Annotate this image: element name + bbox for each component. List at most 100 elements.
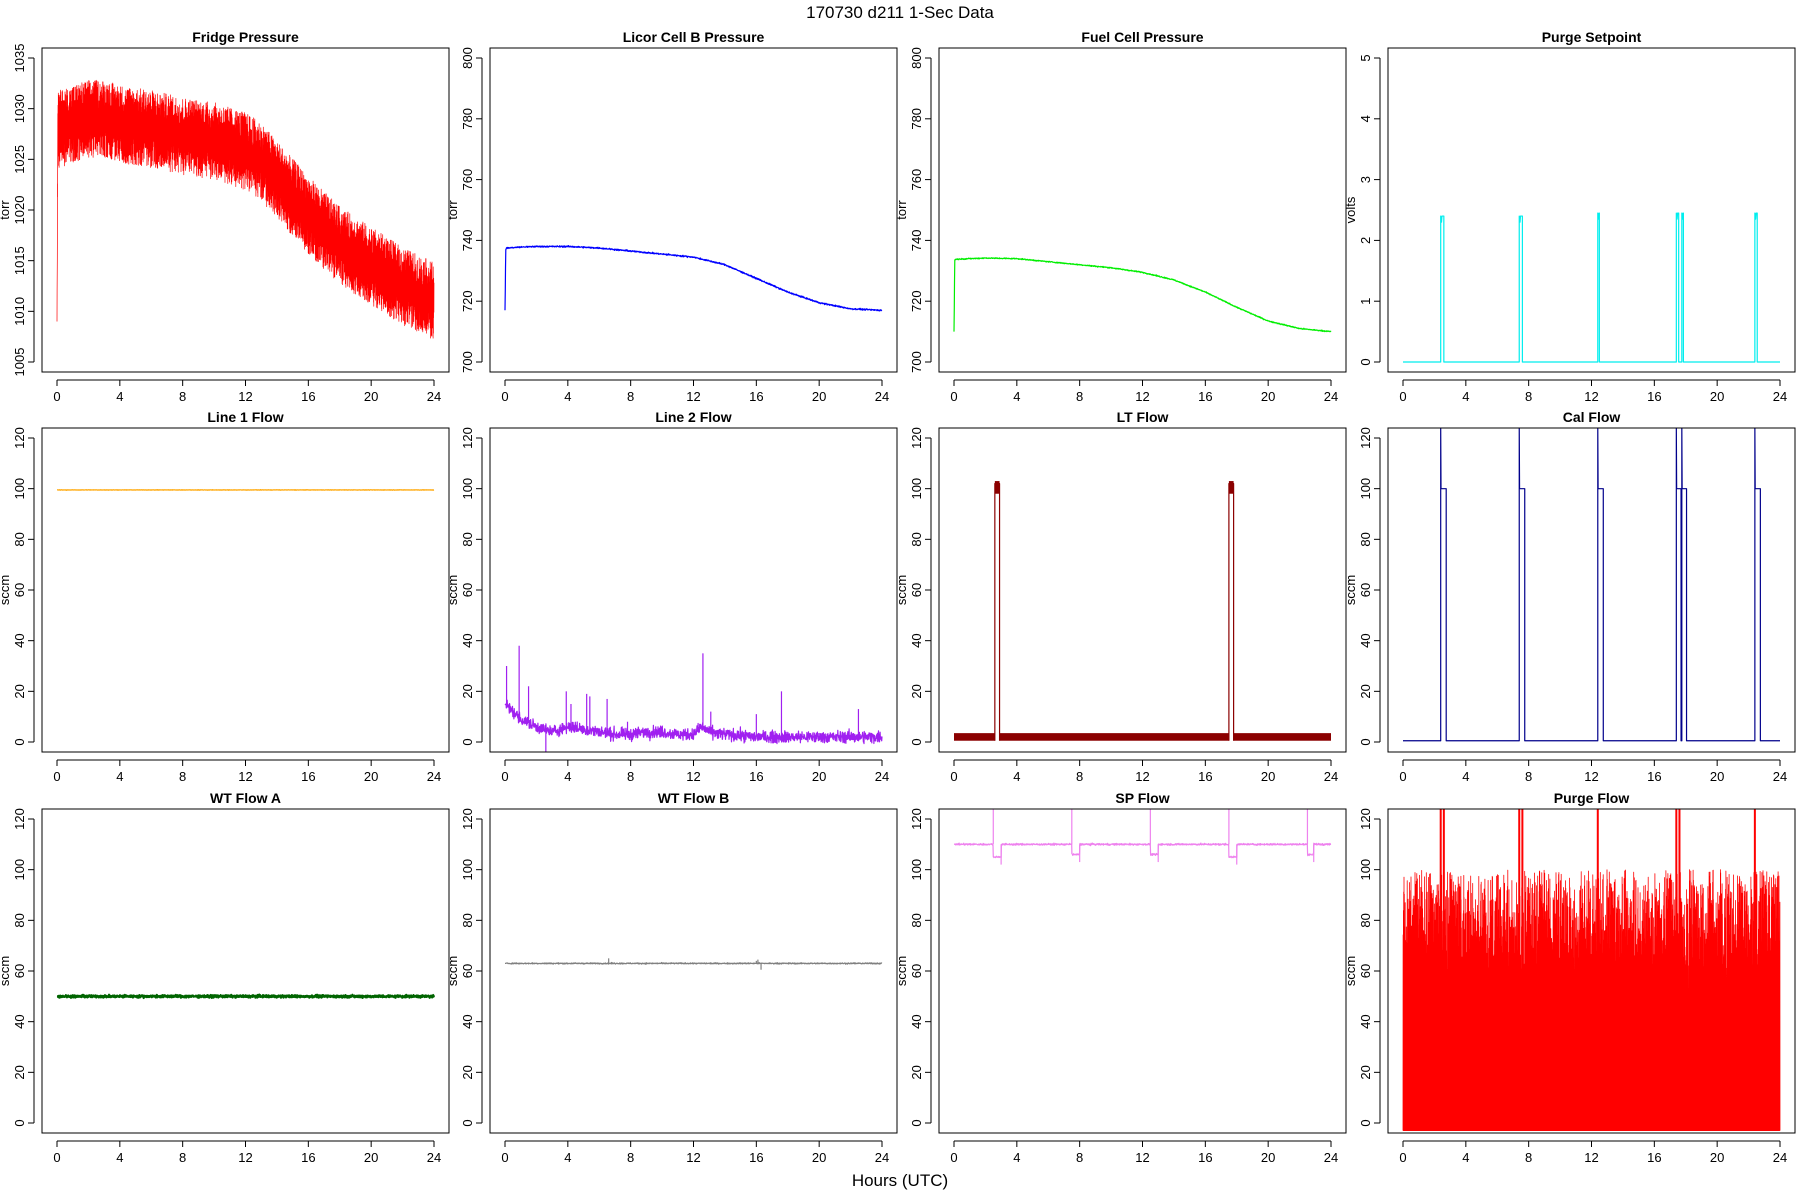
y-tick-label: 0 <box>1358 1119 1373 1126</box>
y-tick-label: 120 <box>460 427 475 449</box>
y-tick-label: 20 <box>12 1065 27 1079</box>
y-axis-label: torr <box>894 200 909 220</box>
pulse-cap <box>1228 481 1234 494</box>
plot-frame <box>1387 808 1796 1134</box>
panel-title: Licor Cell B Pressure <box>623 29 765 45</box>
series-sp-flow <box>953 809 1332 865</box>
y-tick-label: 800 <box>460 47 475 69</box>
x-tick-label: 4 <box>1462 769 1469 784</box>
x-tick-label: 24 <box>427 1150 441 1165</box>
x-tick-label: 0 <box>53 769 60 784</box>
series-wt-flow-b <box>504 958 883 970</box>
y-tick-label: 100 <box>12 859 27 881</box>
x-tick-label: 0 <box>53 1150 60 1165</box>
panel-title: Line 1 Flow <box>207 409 283 425</box>
x-tick-label: 20 <box>1261 389 1275 404</box>
x-tick-label: 16 <box>301 769 315 784</box>
y-tick-label: 80 <box>1358 532 1373 546</box>
panel-title: SP Flow <box>1115 790 1169 806</box>
y-axis-label: sccm <box>894 575 909 605</box>
x-tick-label: 20 <box>812 769 826 784</box>
plot-frame <box>41 47 450 373</box>
y-tick-label: 1025 <box>12 145 27 174</box>
y-tick-label: 760 <box>460 169 475 191</box>
x-tick-label: 24 <box>1773 769 1787 784</box>
panel-7: LT Flow sccm 0 4 8 12 16 20 24 0 20 40 60 80 100 120 <box>894 409 1347 784</box>
panel-title: WT Flow A <box>210 790 281 806</box>
y-axis-label: sccm <box>0 956 12 986</box>
series-wt-flow-a <box>56 993 436 1000</box>
x-tick-label: 24 <box>1324 389 1338 404</box>
series-fuel-cell-pressure <box>953 257 1332 333</box>
y-tick-label: 2 <box>1358 237 1373 244</box>
x-tick-label: 0 <box>53 389 60 404</box>
series-licor-cell-b-pressure <box>504 245 883 312</box>
panel-3: Fuel Cell Pressure torr 0 4 8 12 16 20 24 700 720 7… <box>894 29 1347 404</box>
y-tick-label: 60 <box>460 583 475 597</box>
y-tick-label: 100 <box>1358 859 1373 881</box>
y-tick-label: 5 <box>1358 54 1373 61</box>
y-tick-label: 120 <box>909 427 924 449</box>
x-tick-label: 0 <box>501 769 508 784</box>
y-axis-label: sccm <box>0 575 12 605</box>
flow-pulse <box>994 483 1001 741</box>
y-axis-label: sccm <box>894 956 909 986</box>
y-tick-label: 0 <box>1358 738 1373 745</box>
y-tick-label: 3 <box>1358 176 1373 183</box>
x-tick-label: 8 <box>1525 389 1532 404</box>
series-purge-setpoint <box>1403 212 1780 363</box>
x-tick-label: 20 <box>364 769 378 784</box>
y-tick-label: 1035 <box>12 44 27 73</box>
y-tick-label: 40 <box>1358 633 1373 647</box>
x-tick-label: 8 <box>1076 1150 1083 1165</box>
y-tick-label: 80 <box>1358 913 1373 927</box>
x-tick-label: 16 <box>1647 1150 1661 1165</box>
y-tick-label: 20 <box>909 684 924 698</box>
x-tick-label: 12 <box>686 1150 700 1165</box>
panel-2: Licor Cell B Pressure torr 0 4 8 12 16 20 24 700 7… <box>445 29 898 404</box>
series-line <box>1403 428 1780 742</box>
series-cal-flow <box>1403 428 1780 742</box>
x-tick-label: 4 <box>1013 769 1020 784</box>
panel-title: LT Flow <box>1117 409 1169 425</box>
x-tick-label: 20 <box>812 1150 826 1165</box>
y-tick-label: 40 <box>1358 1014 1373 1028</box>
y-tick-label: 0 <box>909 738 924 745</box>
baseline-band <box>1233 733 1331 741</box>
pulse-cap <box>994 481 1000 494</box>
plot-frame <box>938 47 1347 373</box>
x-tick-label: 24 <box>427 389 441 404</box>
panel-title: Purge Flow <box>1554 790 1630 806</box>
series-line <box>504 699 883 745</box>
x-tick-label: 12 <box>1584 389 1598 404</box>
x-tick-label: 4 <box>116 389 123 404</box>
y-tick-label: 20 <box>460 1065 475 1079</box>
x-tick-label: 8 <box>1076 769 1083 784</box>
y-tick-label: 740 <box>460 230 475 252</box>
panel-12: Purge Flow sccm 0 4 8 12 16 20 24 0 20 40 60 80 100 120 <box>1343 790 1796 1165</box>
x-tick-label: 12 <box>1135 389 1149 404</box>
y-tick-label: 20 <box>1358 684 1373 698</box>
panel-title: Fridge Pressure <box>192 29 299 45</box>
plot-frame <box>489 427 898 753</box>
x-tick-label: 16 <box>1198 1150 1212 1165</box>
x-tick-label: 4 <box>564 1150 571 1165</box>
y-tick-label: 800 <box>909 47 924 69</box>
y-tick-label: 40 <box>909 1014 924 1028</box>
x-tick-label: 4 <box>1013 389 1020 404</box>
y-tick-label: 20 <box>460 684 475 698</box>
x-tick-label: 16 <box>1647 389 1661 404</box>
series-fridge-pressure <box>56 79 435 339</box>
x-tick-label: 12 <box>1135 1150 1149 1165</box>
x-tick-label: 20 <box>364 389 378 404</box>
y-tick-label: 40 <box>460 1014 475 1028</box>
y-tick-label: 0 <box>909 1119 924 1126</box>
panel-title: WT Flow B <box>658 790 730 806</box>
y-tick-label: 720 <box>909 290 924 312</box>
x-tick-label: 8 <box>627 389 634 404</box>
x-tick-label: 0 <box>950 1150 957 1165</box>
y-axis-label: sccm <box>445 575 460 605</box>
x-tick-label: 24 <box>427 769 441 784</box>
